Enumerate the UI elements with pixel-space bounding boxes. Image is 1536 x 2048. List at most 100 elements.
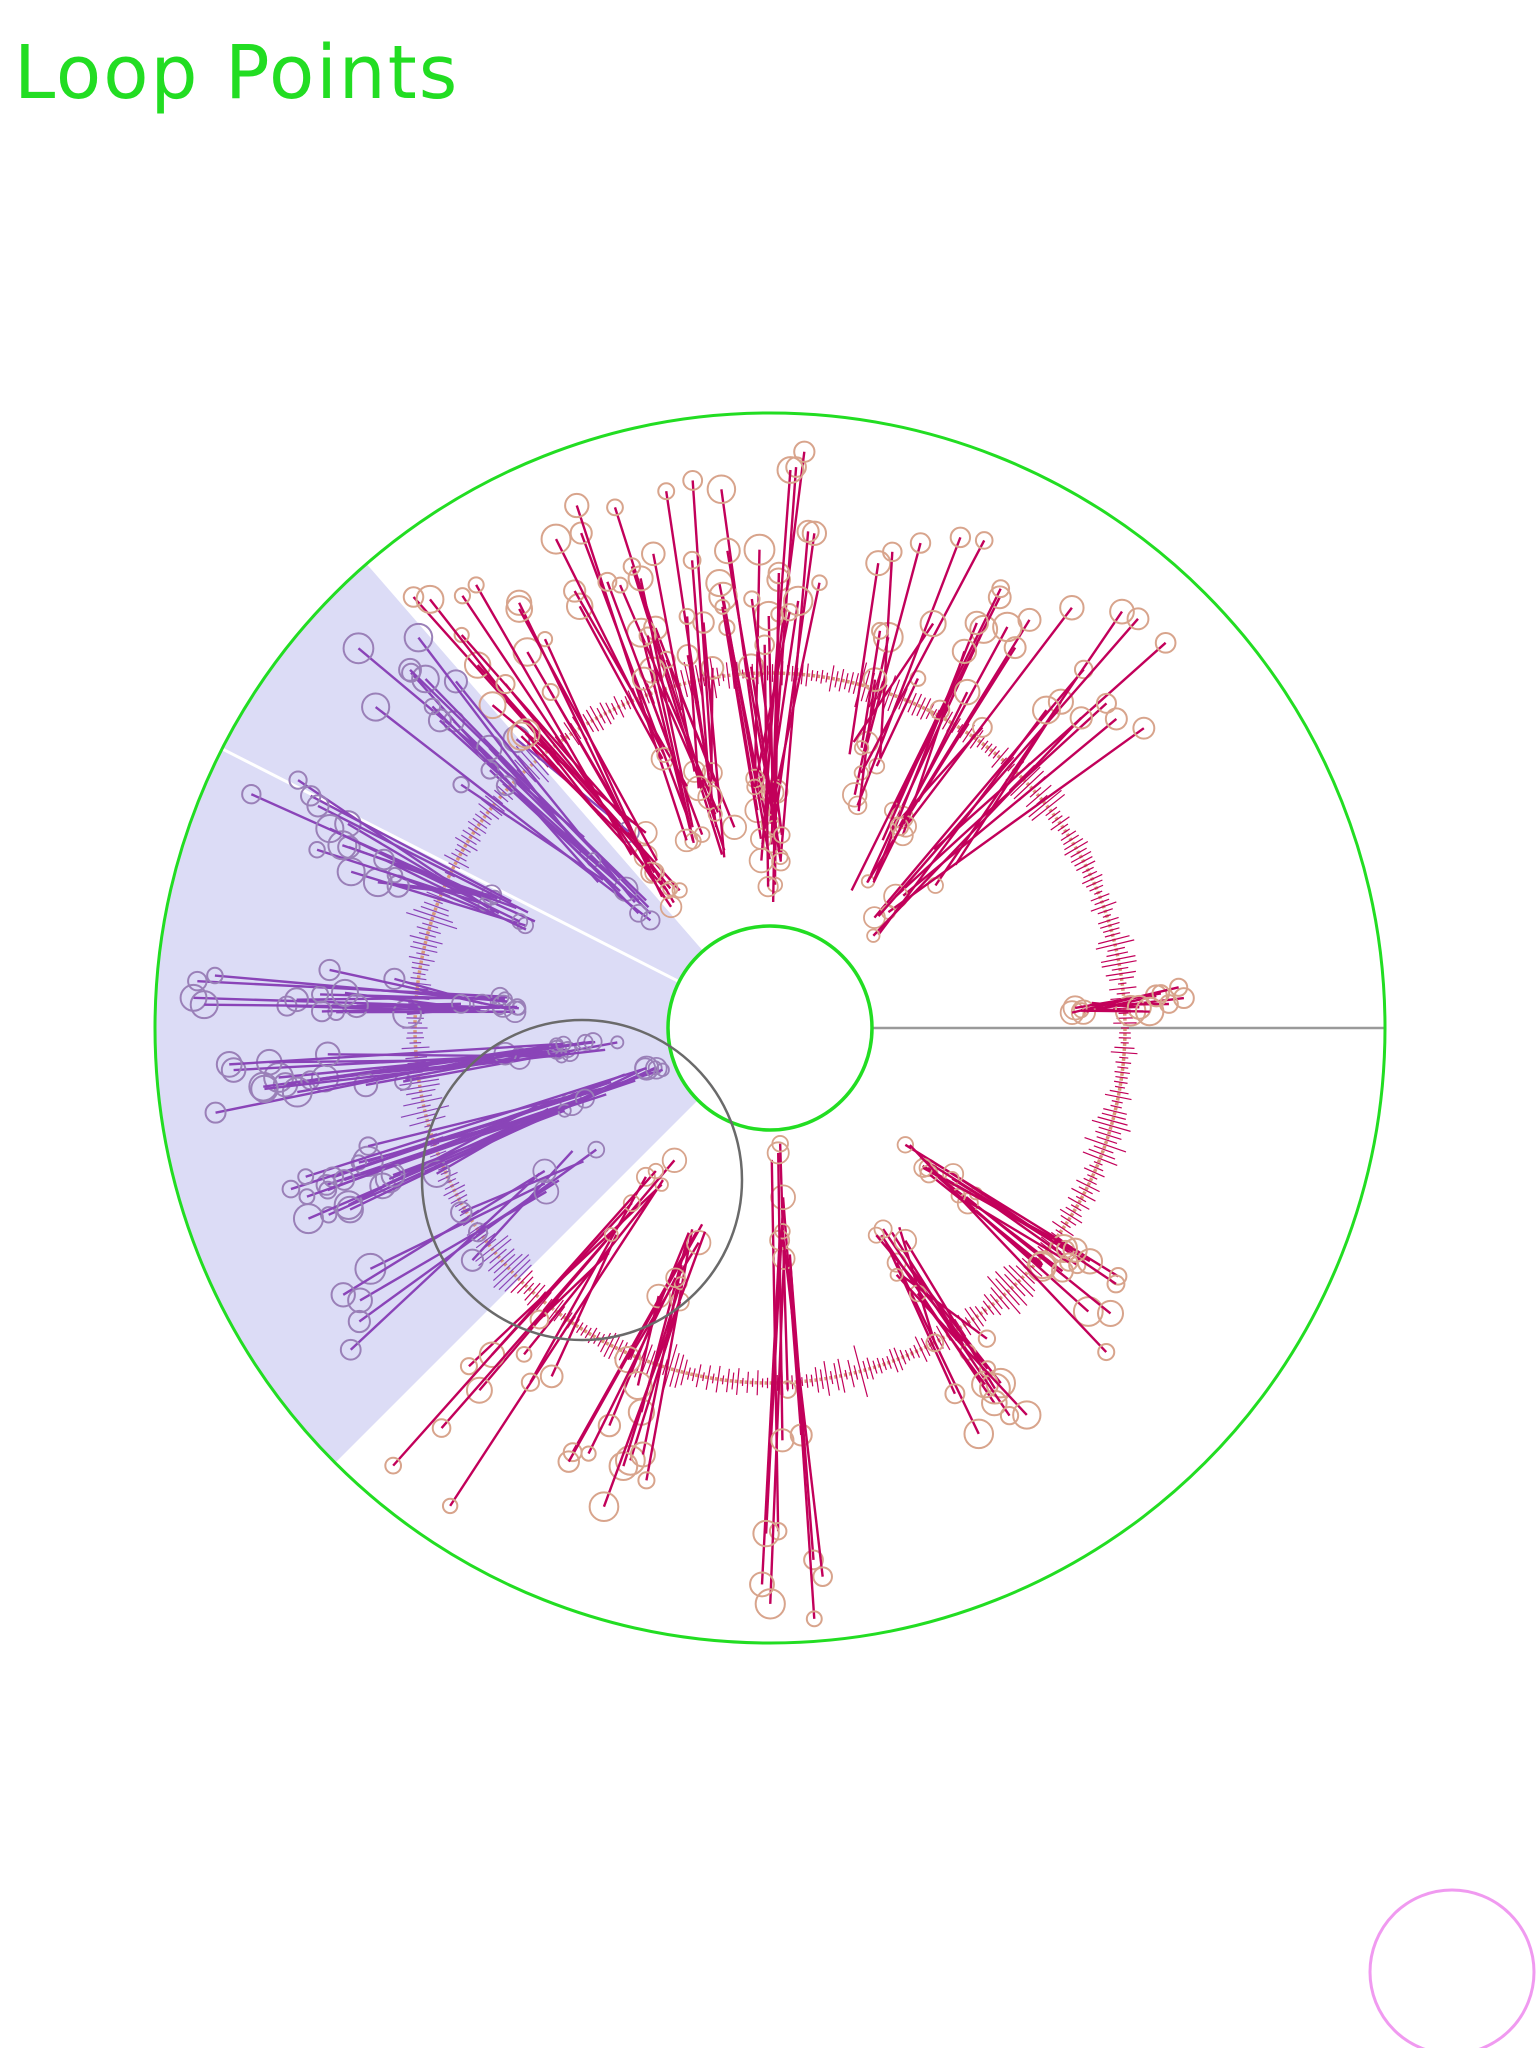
- loop-point-line[interactable]: [297, 1041, 586, 1094]
- loop-point-handle[interactable]: [1051, 1259, 1074, 1283]
- loop-point-handle[interactable]: [654, 1177, 669, 1192]
- loop-point-line[interactable]: [543, 638, 653, 874]
- loop-point-handle[interactable]: [386, 866, 404, 884]
- loop-point-line[interactable]: [488, 747, 595, 861]
- loop-point-handle[interactable]: [330, 1282, 356, 1308]
- loop-point-handle[interactable]: [1028, 1250, 1057, 1280]
- loop-point-handle[interactable]: [1062, 995, 1088, 1021]
- loop-point-handle[interactable]: [754, 634, 775, 656]
- loop-point-line[interactable]: [356, 1002, 462, 1007]
- loop-point-handle[interactable]: [1097, 1343, 1116, 1362]
- loop-point-handle[interactable]: [336, 1195, 364, 1224]
- loop-point-handle[interactable]: [944, 1171, 960, 1187]
- loop-point-line[interactable]: [374, 706, 652, 922]
- loop-point-handle[interactable]: [315, 814, 345, 844]
- loop-point-line[interactable]: [640, 632, 695, 842]
- loop-point-handle[interactable]: [540, 523, 572, 555]
- loop-point-line[interactable]: [369, 1182, 546, 1270]
- loop-point-line[interactable]: [753, 549, 761, 779]
- loop-point-handle[interactable]: [588, 1491, 620, 1523]
- loop-point-handle[interactable]: [692, 611, 715, 634]
- loop-point-handle[interactable]: [1095, 692, 1117, 714]
- loop-point-line[interactable]: [875, 678, 919, 767]
- loop-point-handle[interactable]: [1072, 1296, 1104, 1327]
- loop-point-handle[interactable]: [1047, 688, 1074, 715]
- loop-point-line[interactable]: [848, 563, 880, 755]
- loop-point-handle[interactable]: [646, 1283, 671, 1309]
- circle-icon[interactable]: [1368, 1888, 1536, 2048]
- loop-point-line[interactable]: [229, 1042, 564, 1066]
- loop-point-line[interactable]: [760, 1240, 781, 1585]
- loop-point-line[interactable]: [933, 641, 1167, 851]
- loop-point-line[interactable]: [619, 584, 720, 813]
- loop-point-line[interactable]: [554, 538, 666, 756]
- loop-point-handle[interactable]: [853, 765, 869, 781]
- loop-point-handle[interactable]: [478, 691, 507, 720]
- loop-point-handle[interactable]: [281, 1179, 301, 1199]
- loop-point-handle[interactable]: [204, 1101, 227, 1124]
- loop-point-handle[interactable]: [969, 614, 999, 644]
- loop-point-handle[interactable]: [506, 721, 536, 751]
- loop-point-line[interactable]: [872, 717, 1083, 937]
- loop-point-handle[interactable]: [746, 778, 763, 796]
- selection-wedge[interactable]: [0, 0, 770, 2048]
- hub-ring[interactable]: [666, 924, 874, 1132]
- loop-point-handle[interactable]: [737, 653, 765, 680]
- loop-point-handle[interactable]: [865, 550, 892, 577]
- loop-point-line[interactable]: [518, 608, 658, 862]
- loop-point-handle[interactable]: [1104, 707, 1128, 731]
- loop-point-line[interactable]: [417, 636, 583, 853]
- loop-point-line[interactable]: [872, 691, 969, 883]
- loop-point-handle[interactable]: [678, 607, 696, 625]
- loop-point-handle[interactable]: [532, 1158, 558, 1184]
- loop-point-handle[interactable]: [587, 1140, 606, 1159]
- loop-point-handle[interactable]: [1134, 996, 1165, 1027]
- loop-point-handle[interactable]: [637, 1471, 656, 1490]
- loop-point-line[interactable]: [652, 553, 696, 772]
- loop-point-line[interactable]: [449, 1179, 664, 1507]
- loop-point-handle[interactable]: [564, 492, 590, 519]
- loop-point-handle[interactable]: [452, 775, 470, 794]
- loop-point-line[interactable]: [856, 536, 962, 806]
- loop-point-line[interactable]: [690, 560, 712, 798]
- loop-point-handle[interactable]: [580, 1445, 597, 1462]
- loop-point-line[interactable]: [636, 1295, 660, 1386]
- loop-point-line[interactable]: [645, 1229, 694, 1481]
- loop-point-handle[interactable]: [358, 1136, 378, 1156]
- loop-point-handle[interactable]: [629, 903, 648, 923]
- loop-point-handle[interactable]: [889, 1267, 904, 1282]
- loop-point-handle[interactable]: [533, 1178, 560, 1205]
- loop-point-line[interactable]: [475, 584, 633, 856]
- loop-point-handle[interactable]: [463, 651, 492, 679]
- loop-point-handle[interactable]: [793, 440, 816, 463]
- loop-point-handle[interactable]: [333, 1169, 355, 1191]
- loop-point-line[interactable]: [904, 1143, 1119, 1278]
- loop-point-line[interactable]: [919, 1156, 1067, 1251]
- loop-point-line[interactable]: [317, 804, 529, 914]
- loop-point-handle[interactable]: [706, 474, 737, 505]
- loop-point-handle[interactable]: [515, 1346, 533, 1363]
- loop-point-handle[interactable]: [1012, 1400, 1042, 1430]
- loop-point-line[interactable]: [409, 668, 647, 902]
- loop-point-line[interactable]: [264, 1048, 606, 1091]
- loop-point-handle[interactable]: [187, 970, 208, 992]
- lens-icon[interactable]: [420, 1018, 744, 1342]
- loop-point-handle[interactable]: [505, 595, 534, 623]
- loop-point-handle[interactable]: [611, 576, 629, 594]
- loop-point-line[interactable]: [460, 634, 623, 817]
- loop-point-handle[interactable]: [771, 851, 791, 872]
- loop-point-handle[interactable]: [1096, 1299, 1125, 1327]
- loop-point-handle[interactable]: [623, 1370, 653, 1401]
- loop-point-line[interactable]: [877, 709, 1048, 936]
- loop-point-line[interactable]: [460, 1160, 584, 1214]
- loop-point-handle[interactable]: [1031, 695, 1061, 725]
- loop-point-handle[interactable]: [306, 794, 330, 818]
- loop-point-handle[interactable]: [780, 603, 799, 622]
- loop-point-handle[interactable]: [1172, 987, 1195, 1010]
- loop-point-line[interactable]: [309, 1043, 557, 1082]
- loop-point-handle[interactable]: [480, 760, 500, 780]
- loop-point-handle[interactable]: [659, 895, 683, 919]
- loop-point-line[interactable]: [772, 533, 816, 828]
- loop-point-handle[interactable]: [189, 990, 219, 1020]
- loop-point-line[interactable]: [904, 607, 1073, 828]
